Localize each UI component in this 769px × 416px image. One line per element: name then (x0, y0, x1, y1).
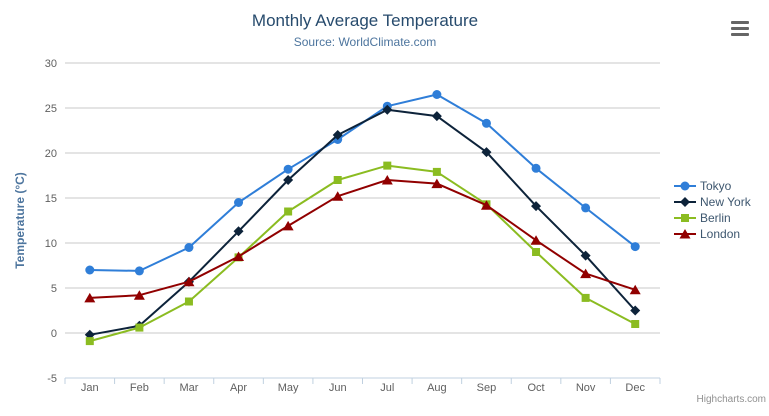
x-axis-tick-label: Mar (179, 382, 198, 394)
tokyo-data-point[interactable] (85, 265, 95, 275)
y-axis-tick-label: 25 (45, 103, 57, 115)
y-axis-tick-label: 30 (45, 58, 57, 70)
chart-subtitle: Source: WorldClimate.com (293, 35, 437, 49)
london-data-point[interactable] (629, 284, 641, 295)
y-axis-tick-label: 5 (51, 283, 57, 295)
new-york-data-point[interactable] (531, 201, 542, 212)
london-data-point[interactable] (332, 191, 344, 201)
berlin-data-point[interactable] (284, 207, 293, 216)
new-york-data-point[interactable] (233, 226, 244, 237)
tokyo-data-point[interactable] (531, 163, 541, 173)
legend-item-tokyo[interactable]: Tokyo (674, 178, 751, 194)
london-data-point[interactable] (381, 175, 393, 185)
hamburger-menu-icon (731, 21, 749, 24)
london-data-point[interactable] (480, 200, 492, 210)
x-axis-tick-label: Jul (380, 382, 394, 394)
x-axis-labels: Jan Feb Mar Apr May Jun Jul Aug Sep Oct Nov Dec (81, 382, 646, 394)
x-axis-tick-label: Feb (130, 382, 149, 394)
highcharts-credits[interactable]: Highcharts.com (696, 394, 766, 405)
berlin-data-point[interactable] (532, 248, 541, 256)
tokyo-data-point[interactable] (184, 243, 194, 252)
london-data-point[interactable] (282, 220, 294, 231)
legend-item-label: Tokyo (700, 179, 732, 193)
legend-item-berlin[interactable]: Berlin (674, 210, 751, 226)
berlin-square-marker-icon (674, 214, 696, 222)
y-axis-title: Temperature (°C) (13, 172, 27, 269)
export-menu-button[interactable] (731, 20, 751, 37)
y-axis-tick-label: 10 (45, 238, 57, 250)
x-axis-tick-label: Sep (477, 382, 497, 394)
berlin-data-point[interactable] (135, 323, 144, 332)
y-axis-tick-label: 20 (45, 148, 57, 160)
new-york-diamond-marker-icon (674, 197, 696, 207)
new-york-data-point[interactable] (431, 111, 442, 122)
new-york-data-point[interactable] (580, 250, 591, 261)
berlin-data-point[interactable] (85, 337, 94, 346)
legend-item-new-york[interactable]: New York (674, 194, 751, 210)
berlin-data-point[interactable] (432, 167, 441, 176)
hamburger-menu-icon (731, 33, 749, 36)
series-london[interactable] (84, 175, 641, 303)
x-axis-tick-label: Nov (576, 382, 596, 394)
y-axis-labels: -5 0 5 10 15 20 25 30 (45, 58, 57, 385)
x-axis (64, 377, 661, 384)
hamburger-menu-icon (731, 27, 749, 30)
chart-title: Monthly Average Temperature (251, 11, 479, 30)
berlin-data-point[interactable] (333, 176, 342, 184)
berlin-data-point[interactable] (184, 297, 193, 306)
x-axis-tick-label: Aug (427, 382, 447, 394)
x-axis-tick-label: May (278, 382, 299, 394)
y-axis-tick-label: 15 (45, 193, 57, 205)
tokyo-data-point[interactable] (481, 118, 491, 128)
tokyo-data-point[interactable] (134, 266, 144, 276)
series-berlin[interactable] (85, 161, 640, 346)
london-data-point[interactable] (580, 268, 592, 279)
london-triangle-marker-icon (674, 229, 696, 239)
new-york-data-point[interactable] (481, 147, 492, 158)
tokyo-data-point[interactable] (234, 198, 244, 207)
new-york-data-point[interactable] (283, 175, 294, 185)
london-data-point[interactable] (530, 235, 542, 245)
legend-item-label: Berlin (700, 211, 731, 225)
london-data-point[interactable] (431, 178, 443, 189)
x-axis-tick-label: Oct (527, 382, 544, 394)
berlin-data-point[interactable] (383, 161, 392, 170)
y-axis-tick-label: 0 (51, 328, 57, 340)
legend-item-london[interactable]: London (674, 226, 751, 242)
series-tokyo[interactable] (85, 90, 640, 276)
x-axis-tick-label: Jan (81, 382, 99, 394)
y-axis-tick-label: -5 (47, 373, 57, 385)
tokyo-data-point[interactable] (630, 242, 640, 252)
london-data-point[interactable] (133, 290, 145, 300)
berlin-data-point[interactable] (631, 320, 640, 328)
legend: Tokyo New York Berlin London (674, 178, 751, 242)
y-gridlines (65, 62, 660, 379)
tokyo-circle-marker-icon (674, 181, 696, 191)
tokyo-data-point[interactable] (581, 203, 591, 213)
legend-item-label: New York (700, 195, 751, 209)
x-axis-tick-label: Apr (230, 382, 247, 394)
new-york-data-point[interactable] (382, 104, 393, 115)
london-data-point[interactable] (183, 276, 195, 287)
berlin-data-point[interactable] (581, 293, 590, 302)
tokyo-data-point[interactable] (283, 164, 293, 174)
tokyo-data-point[interactable] (432, 90, 442, 99)
legend-item-label: London (700, 227, 741, 241)
x-axis-tick-label: Dec (625, 382, 645, 394)
new-york-data-point[interactable] (332, 130, 343, 140)
x-axis-tick-label: Jun (329, 382, 347, 394)
london-data-point[interactable] (233, 251, 245, 262)
series-new-york[interactable] (84, 104, 641, 340)
new-york-data-point[interactable] (630, 305, 641, 316)
london-data-point[interactable] (84, 292, 96, 303)
